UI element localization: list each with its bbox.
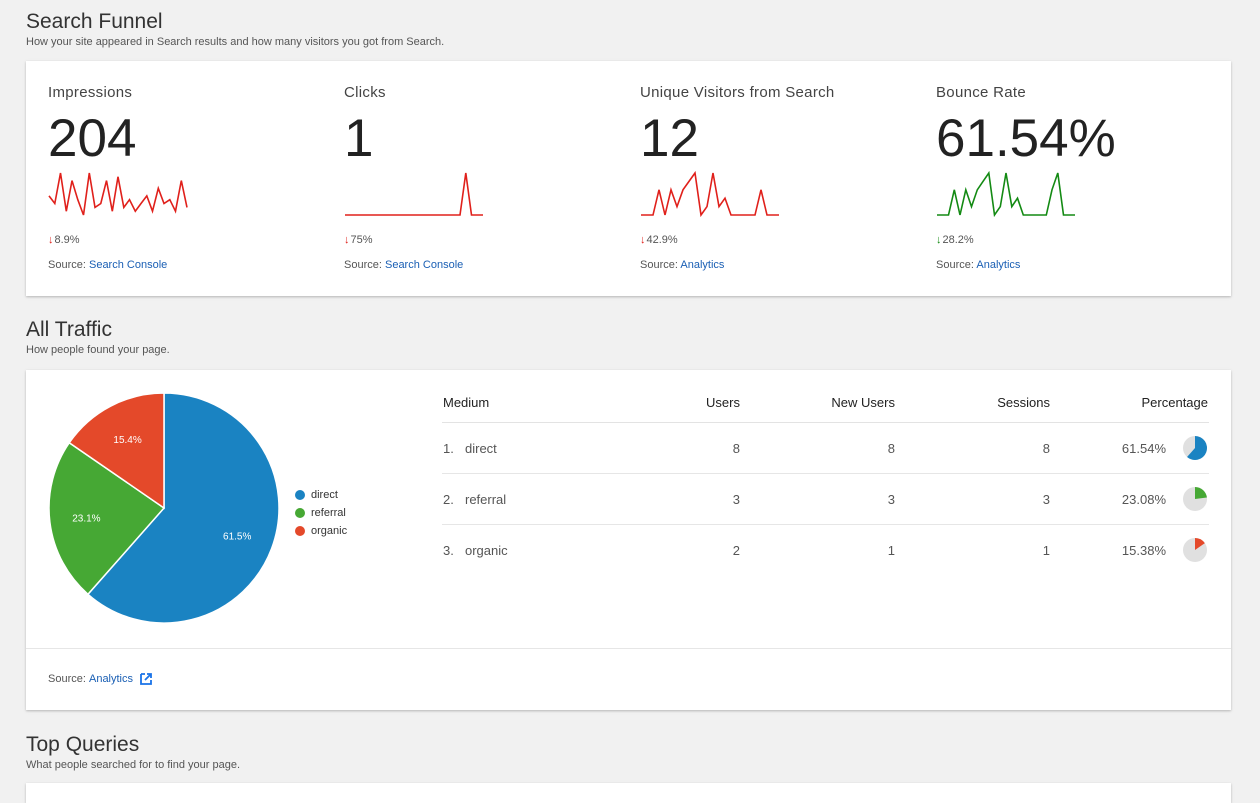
cell-medium: 1. direct	[442, 422, 634, 474]
metric-bounce-rate: Bounce Rate 61.54% ↓28.2% Source: Analyt…	[936, 61, 1226, 296]
cell-medium: 3. organic	[443, 542, 508, 558]
traffic-table: Medium Users New Users Sessions Percenta…	[442, 382, 1209, 575]
metric-label: Bounce Rate	[936, 84, 1027, 101]
cell-sessions: 8	[896, 422, 1051, 474]
pie-label-direct: 61.5%	[223, 532, 251, 543]
metric-clicks: Clicks 1 ↓75% Source: Search Console	[344, 61, 634, 296]
metric-label: Clicks	[344, 84, 386, 101]
sparkline-line	[345, 172, 483, 216]
metric-change: ↓42.9%	[640, 234, 678, 246]
col-medium[interactable]: Medium	[442, 382, 634, 423]
metric-value: 12	[640, 109, 699, 168]
sparkline-line	[48, 172, 188, 216]
cell-new-users: 1	[887, 542, 895, 558]
cell-users: 8	[634, 422, 741, 474]
legend-dot	[295, 526, 305, 536]
metric-source: Source: Analytics	[936, 259, 1021, 271]
cell-percentage: 23.08%	[1051, 473, 1209, 525]
mini-pie-icon	[1183, 538, 1207, 562]
metric-impressions: Impressions 204 ↓8.9% Source: Search Con…	[48, 61, 338, 296]
metric-value: 204	[48, 109, 137, 168]
mini-pie-slice	[1187, 436, 1207, 460]
legend-item-referral: referral	[295, 504, 347, 522]
mini-pie-icon	[1183, 436, 1207, 460]
top-queries-card	[26, 783, 1231, 803]
mini-pie-slice	[1195, 487, 1207, 499]
metric-source: Source: Analytics	[640, 259, 725, 271]
arrow-down-icon: ↓	[344, 234, 350, 246]
metric-unique-visitors: Unique Visitors from Search 12 ↓42.9% So…	[640, 61, 930, 296]
mini-pie-slice	[1195, 538, 1205, 550]
all-traffic-subtitle: How people found your page.	[26, 344, 170, 356]
cell-percentage: 15.38%	[1051, 525, 1209, 576]
source-link-search-console[interactable]: Search Console	[88, 259, 168, 271]
cell-users: 2	[732, 542, 740, 558]
col-new-users[interactable]: New Users	[741, 382, 896, 423]
all-traffic-card: 61.5% 23.1% 15.4% direct referral organic …	[26, 370, 1231, 710]
legend-dot	[295, 490, 305, 500]
search-funnel-card: Impressions 204 ↓8.9% Source: Search Con…	[26, 61, 1231, 296]
arrow-down-icon: ↓	[48, 234, 54, 246]
col-sessions[interactable]: Sessions	[896, 382, 1051, 423]
table-row[interactable]: 2. referral 3 3 3 23.08%	[442, 473, 1209, 525]
open-in-new-icon[interactable]	[139, 672, 153, 686]
metric-source: Source: Search Console	[344, 259, 464, 271]
col-users[interactable]: Users	[634, 382, 741, 423]
pie-label-organic: 15.4%	[113, 435, 141, 446]
cell-sessions: 1	[1042, 542, 1050, 558]
pie-slice-organic[interactable]	[68, 392, 165, 510]
cell-percentage: 61.54%	[1051, 422, 1209, 474]
all-traffic-title: All Traffic	[26, 318, 112, 341]
metric-sparkline	[641, 170, 779, 218]
cell-medium: 2. referral	[442, 473, 634, 525]
col-percentage[interactable]: Percentage	[1051, 382, 1209, 423]
source-link-search-console[interactable]: Search Console	[384, 259, 464, 271]
cell-sessions: 3	[896, 473, 1051, 525]
search-funnel-title: Search Funnel	[26, 10, 163, 33]
metric-label: Impressions	[48, 84, 133, 101]
arrow-down-icon: ↓	[936, 234, 942, 246]
cell-new-users: 8	[741, 422, 896, 474]
search-funnel-subtitle: How your site appeared in Search results…	[26, 36, 445, 48]
card-divider	[26, 648, 1231, 649]
traffic-source: Source: Analytics	[48, 672, 153, 686]
table-row[interactable]: 1. direct 8 8 8 61.54%	[442, 422, 1209, 474]
cell-users: 3	[634, 473, 741, 525]
metric-sparkline	[345, 172, 483, 216]
table-row[interactable]: 3. organic 2 1 1 15.38%	[442, 525, 1209, 576]
arrow-down-icon: ↓	[640, 234, 646, 246]
traffic-pie-chart: 61.5% 23.1% 15.4%	[48, 392, 280, 624]
legend-item-direct: direct	[295, 486, 347, 504]
legend-dot	[295, 508, 305, 518]
source-link-analytics[interactable]: Analytics	[976, 259, 1021, 271]
sparkline-line	[937, 170, 1075, 218]
metric-sparkline	[937, 170, 1075, 218]
top-queries-subtitle: What people searched for to find your pa…	[26, 759, 241, 771]
metric-change: ↓28.2%	[936, 234, 974, 246]
metric-label: Unique Visitors from Search	[640, 84, 835, 101]
metric-sparkline	[48, 172, 188, 216]
source-link-analytics[interactable]: Analytics	[680, 259, 725, 271]
pie-label-referral: 23.1%	[72, 514, 100, 525]
metric-value: 61.54%	[936, 109, 1116, 168]
top-queries-title: Top Queries	[26, 733, 140, 756]
source-link-analytics[interactable]: Analytics	[88, 673, 134, 685]
metric-change: ↓8.9%	[48, 234, 80, 246]
metric-change: ↓75%	[344, 234, 373, 246]
pie-legend: direct referral organic	[295, 486, 347, 540]
metric-value: 1	[344, 109, 374, 168]
pie-slice-direct[interactable]	[86, 392, 280, 624]
legend-item-organic: organic	[295, 522, 347, 540]
table-header-row: Medium Users New Users Sessions Percenta…	[442, 382, 1209, 423]
pie-slice-referral[interactable]	[48, 441, 166, 596]
sparkline-line	[641, 170, 779, 218]
mini-pie-icon	[1183, 487, 1207, 511]
metric-source: Source: Search Console	[48, 259, 168, 271]
cell-new-users: 3	[741, 473, 896, 525]
